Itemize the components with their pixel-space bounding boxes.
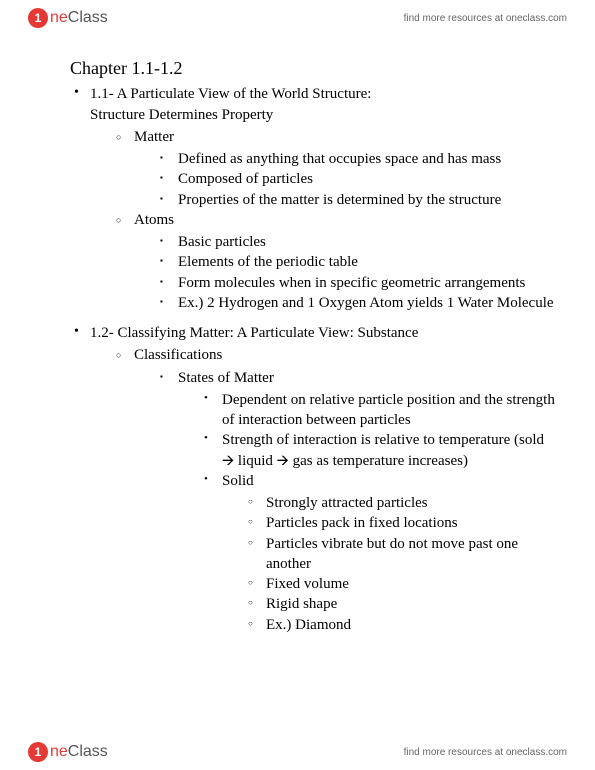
list-item: Elements of the periodic table [160, 252, 555, 272]
footer-resources-link[interactable]: find more resources at oneclass.com [404, 747, 567, 758]
logo-badge: 1 [28, 8, 48, 28]
list-item: Dependent on relative particle position … [204, 390, 555, 431]
document-body: Chapter 1.1-1.2 1.1- A Particulate View … [70, 56, 555, 645]
logo-badge: 1 [28, 742, 48, 762]
logo-text-class: Class [68, 9, 108, 27]
list-item: Strength of interaction is relative to t… [204, 430, 555, 471]
section-1-1-heading-line2: Structure Determines Property [90, 105, 555, 125]
list-item: Ex.) Diamond [248, 615, 555, 635]
header-resources-link[interactable]: find more resources at oneclass.com [404, 13, 567, 24]
logo-text-one: ne [50, 743, 68, 761]
page-footer: 1 ne Class find more resources at onecla… [0, 734, 595, 770]
topic-atoms: Atoms Basic particles Elements of the pe… [116, 210, 555, 313]
list-item: Fixed volume [248, 574, 555, 594]
topic-classifications-label: Classifications [134, 347, 222, 363]
section-1-2-heading: 1.2- Classifying Matter: A Particulate V… [90, 323, 555, 343]
section-1-2: 1.2- Classifying Matter: A Particulate V… [70, 323, 555, 635]
logo-text-one: ne [50, 9, 68, 27]
topic-matter: Matter Defined as anything that occupies… [116, 127, 555, 210]
chapter-title: Chapter 1.1-1.2 [70, 56, 555, 80]
topic-classifications: Classifications States of Matter Depende… [116, 345, 555, 635]
list-item: Defined as anything that occupies space … [160, 149, 555, 169]
states-of-matter-label: States of Matter [178, 370, 274, 386]
section-1-1: 1.1- A Particulate View of the World Str… [70, 84, 555, 313]
logo-text-class: Class [68, 743, 108, 761]
page-header: 1 ne Class find more resources at onecla… [0, 0, 595, 36]
list-item: Composed of particles [160, 169, 555, 189]
brand-logo-footer: 1 ne Class [28, 742, 108, 762]
list-item: Rigid shape [248, 594, 555, 614]
topic-atoms-label: Atoms [134, 212, 174, 228]
list-item: Properties of the matter is determined b… [160, 190, 555, 210]
solid-label: Solid [222, 473, 254, 489]
topic-matter-label: Matter [134, 129, 174, 145]
topic-states-of-matter: States of Matter Dependent on relative p… [160, 368, 555, 635]
section-1-1-heading-line1: 1.1- A Particulate View of the World Str… [90, 84, 555, 104]
list-item: Form molecules when in specific geometri… [160, 273, 555, 293]
list-item: Ex.) 2 Hydrogen and 1 Oxygen Atom yields… [160, 293, 555, 313]
list-item: Particles pack in fixed locations [248, 513, 555, 533]
brand-logo: 1 ne Class [28, 8, 108, 28]
list-item: Strongly attracted particles [248, 493, 555, 513]
list-item: Particles vibrate but do not move past o… [248, 534, 555, 575]
list-item: Basic particles [160, 232, 555, 252]
topic-solid: Solid Strongly attracted particles Parti… [204, 471, 555, 635]
